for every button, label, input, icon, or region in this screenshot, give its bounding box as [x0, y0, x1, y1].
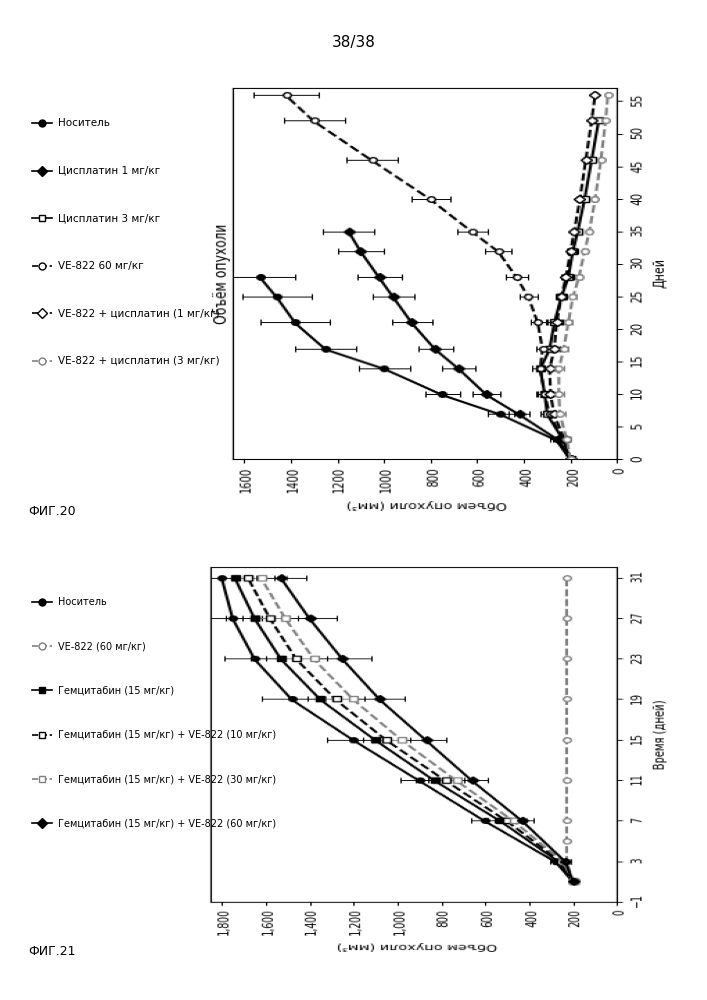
Text: Носитель: Носитель: [58, 597, 107, 607]
Text: Цисплатин 3 мг/кг: Цисплатин 3 мг/кг: [58, 213, 160, 223]
Text: VE-822 + цисплатин (3 мг/кг): VE-822 + цисплатин (3 мг/кг): [58, 356, 220, 366]
Text: Цисплатин 1 мг/кг: Цисплатин 1 мг/кг: [58, 166, 160, 176]
Text: Гемцитабин (15 мг/кг) + VE-822 (10 мг/кг): Гемцитабин (15 мг/кг) + VE-822 (10 мг/кг…: [58, 730, 276, 740]
Text: Носитель: Носитель: [58, 118, 110, 128]
Text: VE-822 (60 мг/кг): VE-822 (60 мг/кг): [58, 641, 146, 651]
Text: ФИГ.21: ФИГ.21: [28, 945, 76, 958]
Text: Гемцитабин (15 мг/кг) + VE-822 (60 мг/кг): Гемцитабин (15 мг/кг) + VE-822 (60 мг/кг…: [58, 818, 276, 828]
Text: VE-822 60 мг/кг: VE-822 60 мг/кг: [58, 261, 144, 271]
Text: 38/38: 38/38: [332, 35, 375, 50]
Text: Гемцитабин (15 мг/кг) + VE-822 (30 мг/кг): Гемцитабин (15 мг/кг) + VE-822 (30 мг/кг…: [58, 774, 276, 784]
Text: VE-822 + цисплатин (1 мг/кг): VE-822 + цисплатин (1 мг/кг): [58, 308, 220, 318]
Text: ФИГ.20: ФИГ.20: [28, 505, 76, 518]
Text: Гемцитабин (15 мг/кг): Гемцитабин (15 мг/кг): [58, 685, 174, 695]
